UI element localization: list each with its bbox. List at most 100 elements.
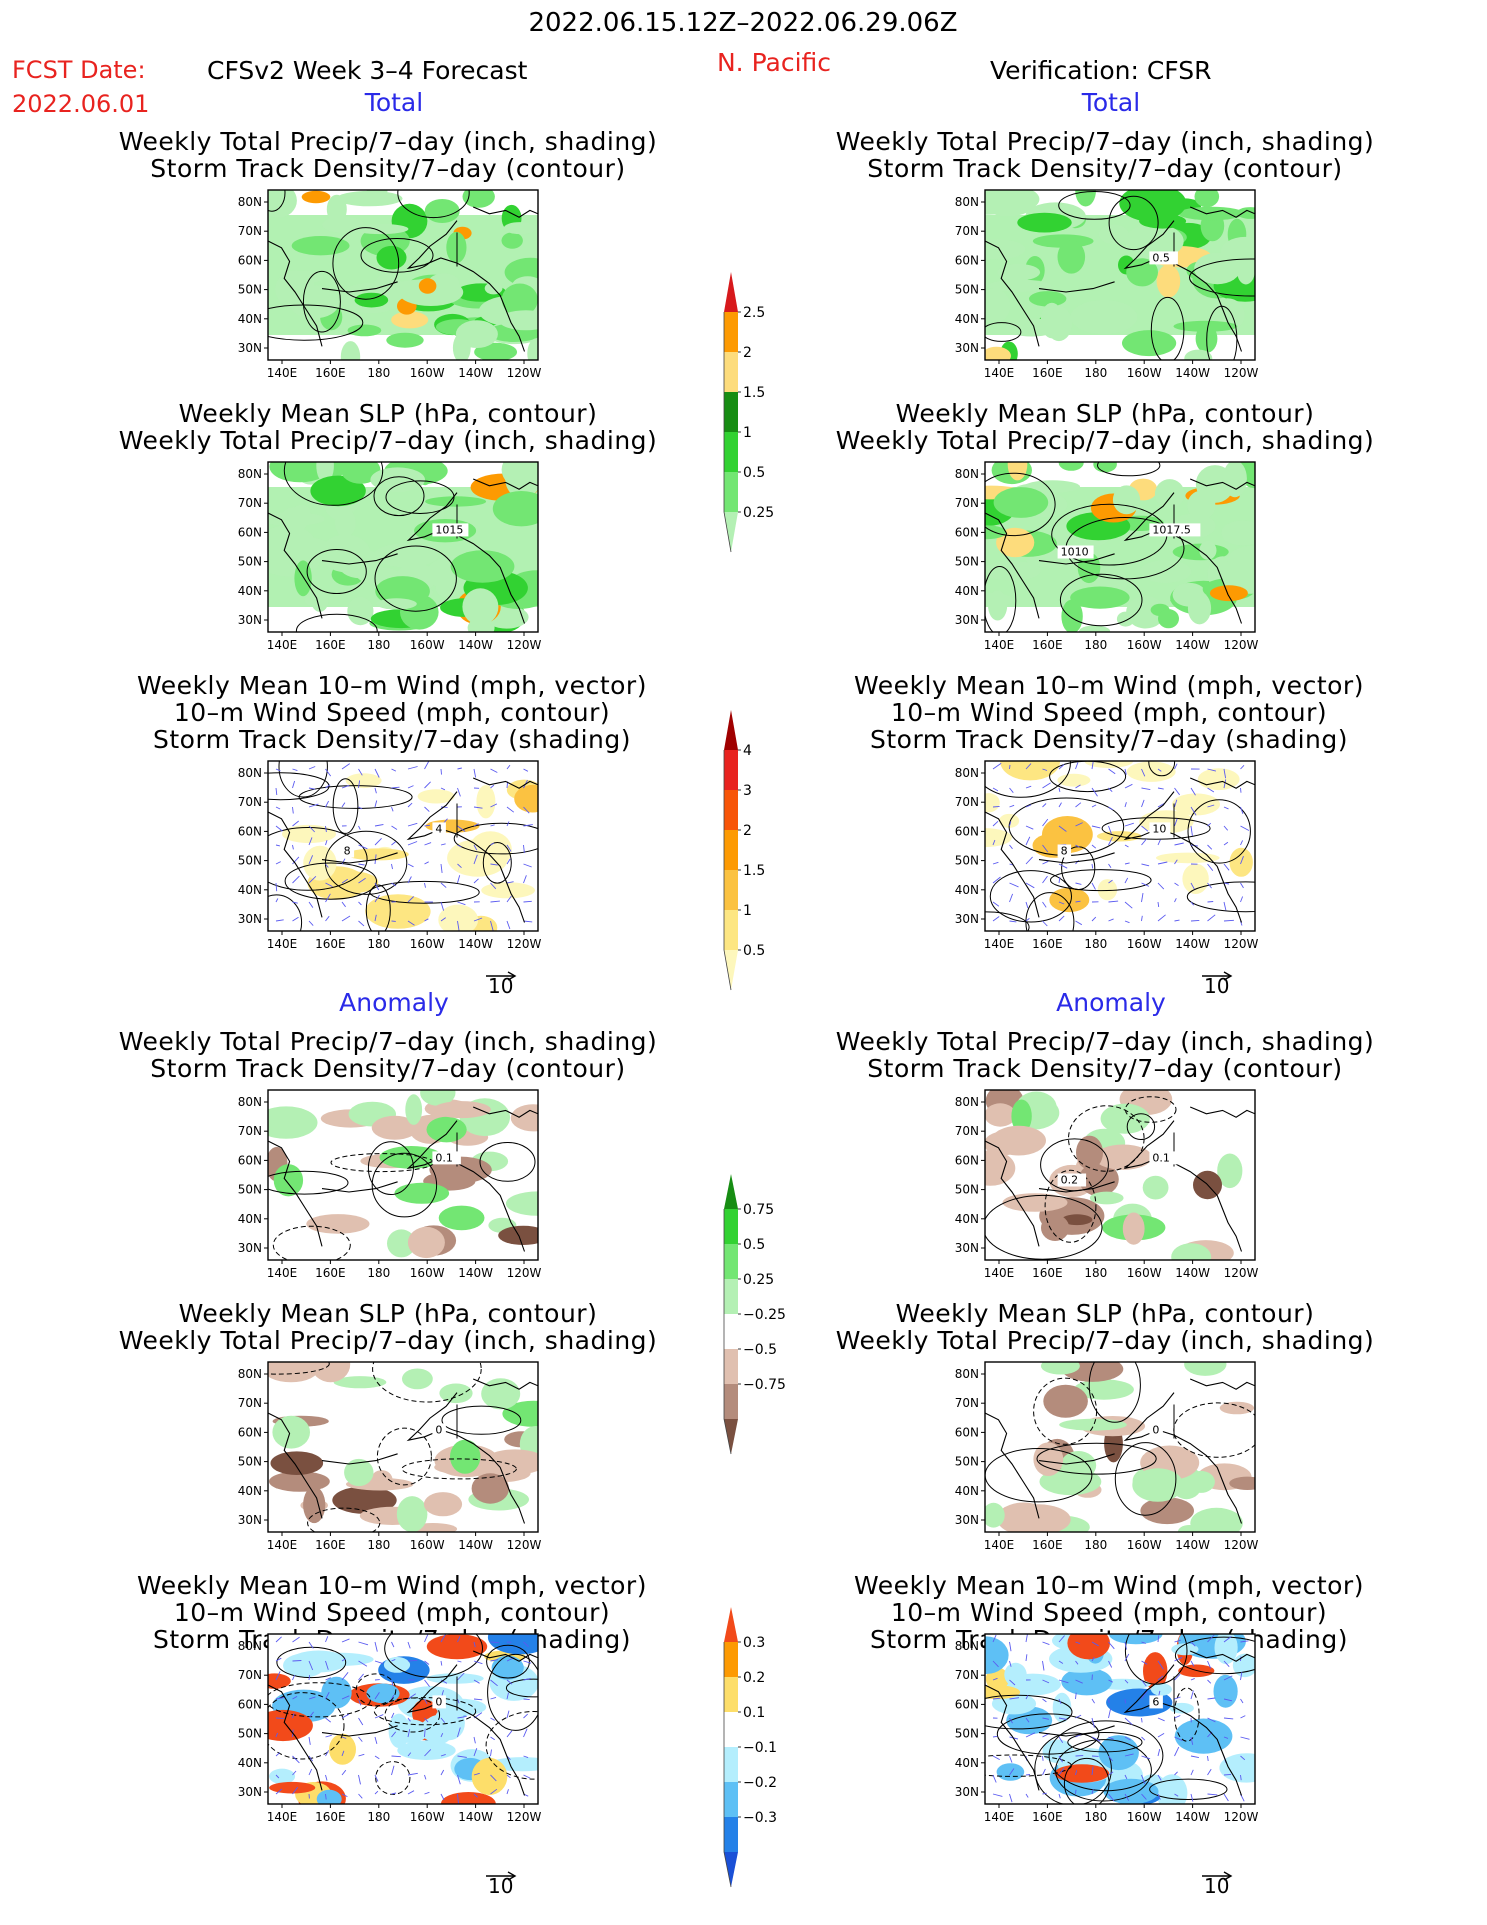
lon-tick-label: 160W <box>410 366 445 380</box>
lat-tick-label: 80N <box>238 766 262 780</box>
shading-cell <box>476 785 496 819</box>
colorbar-segment <box>724 392 738 432</box>
wind-vector <box>1075 844 1080 848</box>
wind-vector <box>424 1749 432 1757</box>
vector-scale-arrow-icon <box>1202 1871 1233 1881</box>
wind-vector <box>506 895 512 903</box>
wind-vector <box>275 861 281 865</box>
shading-cell <box>1199 541 1217 560</box>
wind-vector <box>523 1678 531 1681</box>
wind-vector <box>275 806 281 810</box>
shading-cell <box>424 199 460 223</box>
wind-vector <box>1207 1697 1216 1700</box>
wind-vector <box>424 1728 426 1738</box>
shading-cell <box>1184 349 1213 360</box>
title-line: 10–m Wind Speed (mph, contour) <box>173 1598 611 1627</box>
shading-cell <box>268 1106 318 1139</box>
wind-vector <box>341 915 351 922</box>
wind-vector <box>358 877 366 884</box>
wind-vector <box>1141 1774 1146 1784</box>
wind-vector <box>1009 821 1012 827</box>
shading-cell <box>985 1502 1005 1528</box>
wind-vector <box>275 787 278 796</box>
colorbar-segment <box>724 790 738 830</box>
wind-vector <box>275 1732 279 1738</box>
wind-vector <box>1207 1717 1216 1723</box>
lat-tick-label: 60N <box>955 525 979 539</box>
shading-cell <box>346 848 409 861</box>
shading-cell <box>273 1164 304 1197</box>
shading-cell <box>268 1709 313 1742</box>
shading-cell <box>1041 1214 1070 1241</box>
contour-line <box>1067 1732 1143 1753</box>
shading-cell <box>1040 1362 1080 1375</box>
shading-cell <box>405 1094 423 1125</box>
contour-line <box>1187 799 1251 864</box>
contour-line <box>479 1142 536 1182</box>
contour-label-bg <box>1149 251 1178 265</box>
wind-vector <box>1042 1660 1045 1671</box>
wind-vector <box>1025 1732 1036 1738</box>
wind-vector <box>1223 901 1227 911</box>
shading-cell <box>1057 773 1091 787</box>
shading-cell <box>1098 224 1129 245</box>
contour-line <box>284 862 378 900</box>
wind-vector <box>1190 1736 1194 1745</box>
wind-vector <box>1124 1641 1127 1650</box>
wind-vector <box>358 780 361 789</box>
shading-cell <box>1045 306 1072 342</box>
wind-vector <box>424 781 431 789</box>
wind-vector <box>1108 1708 1112 1719</box>
wind-vector <box>1108 825 1112 834</box>
wind-vector <box>292 1674 296 1681</box>
wind-vector <box>440 901 445 911</box>
contour-line <box>1150 296 1185 360</box>
colorbar-segment <box>724 1817 738 1852</box>
wind-vector <box>506 806 515 813</box>
contour-line <box>1068 1105 1145 1172</box>
wind-vector <box>391 1765 395 1776</box>
vector-scale: 10 <box>484 966 518 998</box>
lon-tick-label: 140W <box>458 937 493 951</box>
wind-vector <box>1223 806 1229 810</box>
wind-vector <box>1108 1736 1114 1740</box>
shading-cell <box>1202 252 1236 283</box>
wind-vector <box>992 1634 997 1643</box>
wind-vector <box>407 1641 411 1649</box>
contour-line <box>985 761 1071 798</box>
wind-vector <box>473 1772 480 1776</box>
lon-tick-label: 160W <box>1127 638 1162 652</box>
lat-tick-label: 40N <box>238 1212 262 1226</box>
shading-cell <box>985 190 1035 217</box>
lat-tick-label: 70N <box>238 1124 262 1138</box>
wind-vector <box>1075 802 1082 808</box>
title-line: Weekly Total Precip/7–day (inch, shading… <box>835 1326 1375 1355</box>
colorbar-segment <box>724 1852 738 1887</box>
region-title: N. Pacific <box>716 48 832 77</box>
wind-vector <box>1124 822 1134 827</box>
left-anomaly-heading: Anomaly <box>339 988 449 1017</box>
wind-vector <box>1042 1792 1047 1795</box>
colorbar-label: 0.25 <box>743 505 774 521</box>
shading-cell <box>1004 1662 1027 1687</box>
shading-cell <box>501 232 523 249</box>
wind-vector <box>325 825 327 833</box>
lon-tick-label: 140E <box>984 1810 1015 1824</box>
wind-vector <box>1174 1793 1179 1797</box>
lon-tick-label: 140W <box>458 1266 493 1280</box>
contour-label-bg <box>1149 1695 1163 1709</box>
wind-vector <box>1240 1671 1243 1681</box>
map-field <box>985 190 1255 360</box>
contour-label-bg <box>1149 822 1171 836</box>
wind-vector <box>1141 1690 1148 1700</box>
shading-cell <box>1140 1497 1194 1525</box>
wind-vector <box>1207 787 1215 793</box>
wind-vector <box>292 768 298 772</box>
wind-vector <box>523 1728 528 1738</box>
wind-vector <box>1042 782 1051 789</box>
vector-scale: 10 <box>1200 966 1234 998</box>
wind-vector <box>325 1677 331 1681</box>
wind-vector <box>1025 918 1030 922</box>
colorbar-segment <box>724 750 738 790</box>
shading-cell <box>1017 212 1072 233</box>
